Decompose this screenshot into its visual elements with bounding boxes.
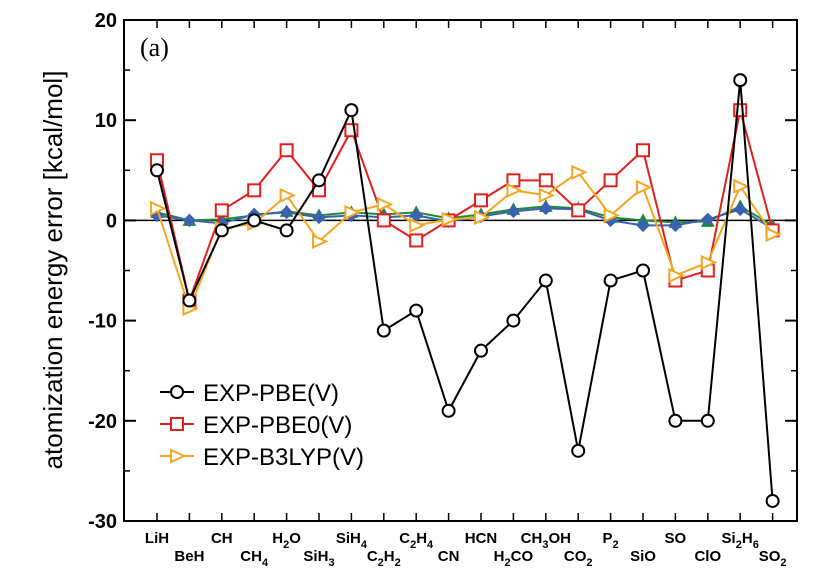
series-green xyxy=(150,199,780,231)
data-point xyxy=(733,73,748,88)
legend-marker xyxy=(170,448,187,464)
x-tick-label-sih3: SiH3 xyxy=(303,548,334,569)
data-point xyxy=(247,213,262,228)
x-tick-label-lih: LiH xyxy=(145,530,169,547)
data-point xyxy=(701,212,715,227)
data-point xyxy=(312,210,326,225)
data-point xyxy=(668,267,685,284)
x-tick-label-hcn: HCN xyxy=(465,530,498,547)
y-tick-label: -10 xyxy=(88,311,117,333)
data-point xyxy=(182,293,197,308)
y-tick-label: -20 xyxy=(88,411,117,433)
data-point xyxy=(312,233,329,250)
data-point xyxy=(571,443,586,458)
legend-label: EXP-PBE(V) xyxy=(203,380,339,407)
data-point xyxy=(538,273,553,288)
y-tick-label: 0 xyxy=(106,210,117,232)
data-point xyxy=(279,205,294,220)
data-point xyxy=(733,202,747,217)
data-point xyxy=(700,413,715,428)
data-point xyxy=(636,143,650,158)
legend-label: EXP-B3LYP(V) xyxy=(203,444,364,471)
plot-layer: -30 -20 -10 0 10 20 LiH BeH CH CH4H2OSiH3SiH4C2H2… xyxy=(38,10,798,569)
data-point xyxy=(344,103,359,118)
x-tick-label-h2o: H2O xyxy=(272,530,301,551)
data-point xyxy=(182,213,197,228)
y-tick-label: 20 xyxy=(95,10,117,32)
data-point xyxy=(247,183,262,198)
data-point xyxy=(409,233,424,248)
x-tick-label-sio: SiO xyxy=(630,548,656,565)
data-point xyxy=(733,178,750,194)
data-point xyxy=(441,211,458,227)
data-point xyxy=(312,173,326,188)
data-point xyxy=(279,223,294,238)
x-tick-label-ch: CH xyxy=(211,530,233,547)
data-point xyxy=(376,213,391,228)
data-point xyxy=(571,164,588,180)
data-point xyxy=(150,200,167,216)
data-point xyxy=(506,313,521,328)
x-tick-label-cn: CN xyxy=(438,548,460,565)
data-point xyxy=(765,493,780,508)
x-tick-label-co2: CO2 xyxy=(564,548,593,569)
data-point xyxy=(474,209,491,225)
data-point xyxy=(668,218,683,233)
y-tick-label: -30 xyxy=(88,511,117,533)
data-point xyxy=(344,204,361,220)
x-tick-label-ch4: CH4 xyxy=(240,548,269,569)
x-tick-label-c2h2: C2H2 xyxy=(367,548,401,569)
data-point xyxy=(636,179,653,195)
x-tick-label-si2h6: Si2H6 xyxy=(722,530,759,551)
data-point xyxy=(603,273,618,288)
x-tick-label-h2co: H2CO xyxy=(494,548,534,569)
data-point xyxy=(668,413,683,428)
data-point xyxy=(636,218,650,233)
legend-marker xyxy=(170,385,184,399)
panel-label: (a) xyxy=(140,33,169,62)
legend: EXP-PBE(V) EXP-PBE0(V) EXP-B3LYP(V) xyxy=(160,380,364,471)
data-point xyxy=(376,323,391,338)
data-point xyxy=(474,343,488,358)
x-tick-label-p2: P2 xyxy=(603,530,619,551)
data-point xyxy=(214,223,229,238)
data-point xyxy=(506,204,521,219)
series-exp-pbe-v- xyxy=(150,73,780,508)
data-point xyxy=(765,226,782,242)
y-axis-title: atomization energy error [kcal/mol] xyxy=(38,71,68,470)
data-point xyxy=(409,303,424,318)
data-point xyxy=(603,207,620,223)
x-tick-label-clo: ClO xyxy=(694,548,721,565)
series-exp-b3lyp-v- xyxy=(150,164,782,317)
legend-label: EXP-PBE0(V) xyxy=(203,412,352,439)
data-point xyxy=(474,193,488,208)
data-point xyxy=(538,187,556,203)
x-tick-label-ch3oh: CH3OH xyxy=(521,530,571,551)
data-point xyxy=(571,203,586,218)
x-tick-label-so: SO xyxy=(665,530,687,547)
x-tick-label-sih4: SiH4 xyxy=(336,530,368,551)
x-tick-label-c2h4: C2H4 xyxy=(399,530,434,551)
data-point xyxy=(279,143,294,158)
data-point xyxy=(214,203,229,218)
data-point xyxy=(279,187,296,203)
x-tick-label-beh: BeH xyxy=(174,548,204,565)
data-point xyxy=(506,182,523,198)
data-point xyxy=(700,254,718,271)
data-point xyxy=(538,173,553,188)
series-exp-pbe0-v- xyxy=(150,103,780,308)
data-point xyxy=(636,263,650,278)
data-point xyxy=(409,217,426,233)
y-tick-label: 10 xyxy=(95,110,117,132)
data-point xyxy=(150,163,164,178)
x-tick-label-so2: SO2 xyxy=(759,548,787,569)
series-line xyxy=(156,109,774,305)
data-point xyxy=(376,196,394,212)
data-point xyxy=(441,403,456,418)
data-point xyxy=(539,201,553,216)
legend-marker xyxy=(170,417,184,431)
data-point xyxy=(603,173,618,188)
